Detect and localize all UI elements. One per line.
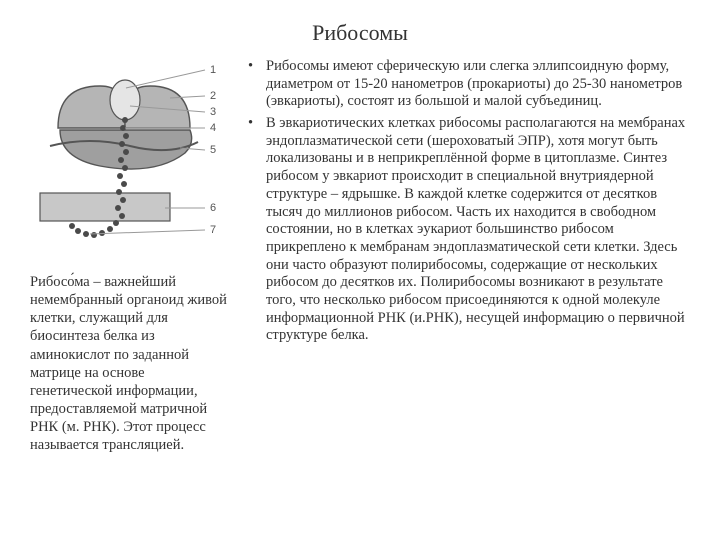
diagram-label-4: 4: [210, 122, 216, 134]
bullet-item: • В эвкариотических клетках рибосомы рас…: [248, 115, 690, 345]
right-column: • Рибосомы имеют сферическую или слегка …: [248, 58, 690, 454]
bullet-marker-icon: •: [248, 58, 266, 111]
diagram-label-7: 7: [210, 224, 216, 236]
left-column: 1 2 3 4 5 6 7 Рибосо́ма – важнейший неме…: [30, 58, 230, 454]
ribosome-diagram: 1 2 3 4 5 6 7: [30, 58, 230, 258]
bullet-item: • Рибосомы имеют сферическую или слегка …: [248, 58, 690, 111]
bullet-text: Рибосомы имеют сферическую или слегка эл…: [266, 58, 690, 111]
page-title: Рибосомы: [30, 20, 690, 46]
diagram-label-6: 6: [210, 202, 216, 214]
diagram-label-2: 2: [210, 90, 216, 102]
content-columns: 1 2 3 4 5 6 7 Рибосо́ма – важнейший неме…: [30, 58, 690, 454]
bullet-marker-icon: •: [248, 115, 266, 345]
diagram-label-1: 1: [210, 64, 216, 76]
diagram-label-5: 5: [210, 144, 216, 156]
diagram-label-3: 3: [210, 106, 216, 118]
bullet-text: В эвкариотических клетках рибосомы распо…: [266, 115, 690, 345]
left-caption: Рибосо́ма – важнейший немембранный орган…: [30, 273, 230, 454]
